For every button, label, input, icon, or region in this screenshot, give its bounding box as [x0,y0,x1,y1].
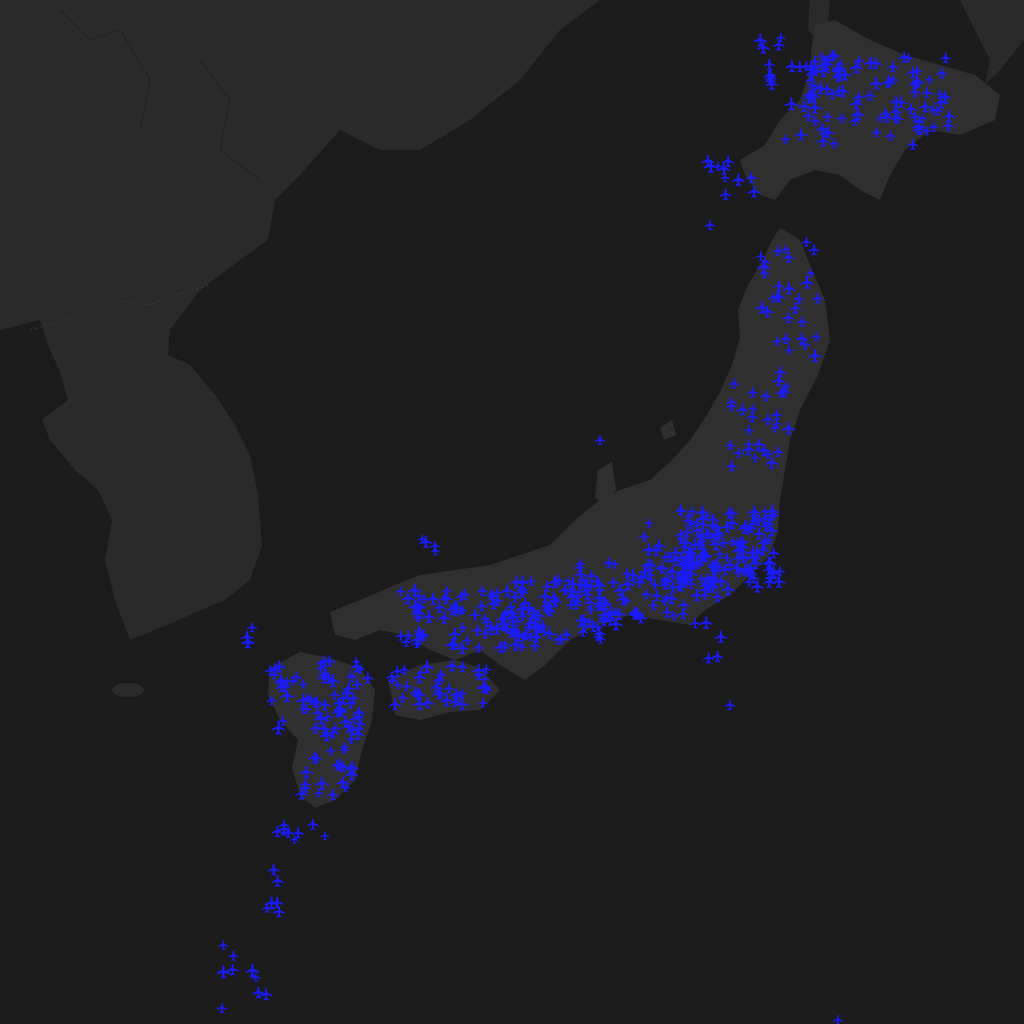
jeju-island [112,683,144,697]
kuril-coast [960,0,1024,85]
sakhalin-island [808,0,830,42]
sado-island [660,420,676,440]
hokkaido-island [740,20,1000,200]
honshu-island [330,228,830,680]
border-line [29,284,211,331]
river-line [59,9,261,181]
noto-peninsula [595,462,616,505]
korean-peninsula [40,300,262,640]
